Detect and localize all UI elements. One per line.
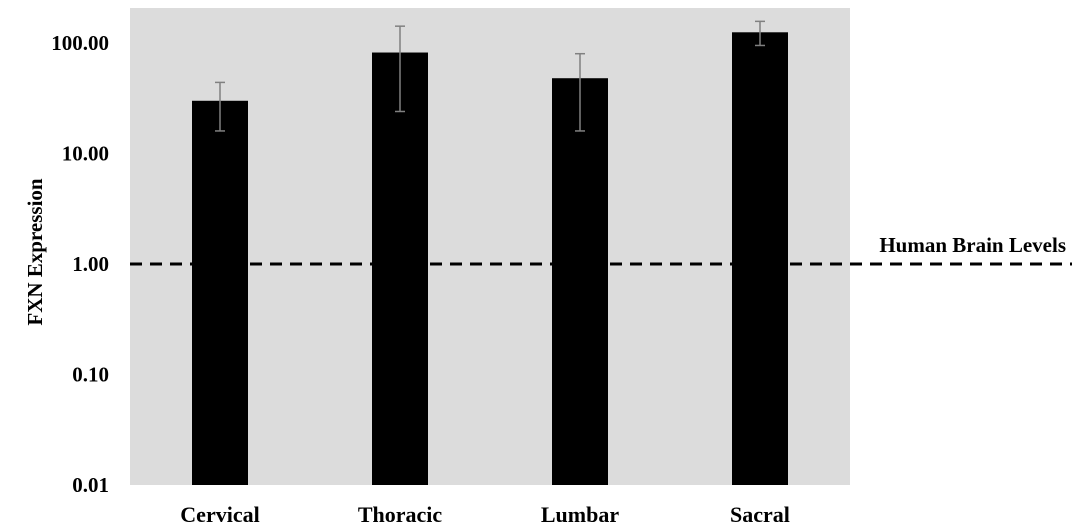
reference-line-label: Human Brain Levels [879,233,1066,257]
x-label-cervical: Cervical [180,502,259,527]
x-label-thoracic: Thoracic [358,502,443,527]
bar-thoracic [372,52,428,486]
bar-cervical [192,100,248,485]
y-tick-label: 10.00 [62,142,109,166]
y-tick-label: 1.00 [72,252,109,276]
error-bar-lumbar [575,52,585,132]
error-bar-sacral [755,20,765,47]
y-tick-labels: 0.01 0.10 1.00 10.00 100.00 [51,31,109,497]
error-bars-group [215,20,765,132]
y-tick-label: 100.00 [51,31,109,55]
x-label-sacral: Sacral [730,502,790,527]
error-bar-cervical [215,81,225,132]
y-tick-label: 0.01 [72,473,109,497]
x-category-labels: Cervical Thoracic Lumbar Sacral [180,502,790,527]
y-tick-label: 0.10 [72,363,109,387]
y-axis-title: FXN Expression [23,178,47,326]
bar-lumbar [552,78,608,486]
bar-sacral [732,32,788,485]
x-label-lumbar: Lumbar [541,502,619,527]
bars-group [192,32,788,486]
plot-background [130,8,850,485]
error-bar-thoracic [395,25,405,113]
